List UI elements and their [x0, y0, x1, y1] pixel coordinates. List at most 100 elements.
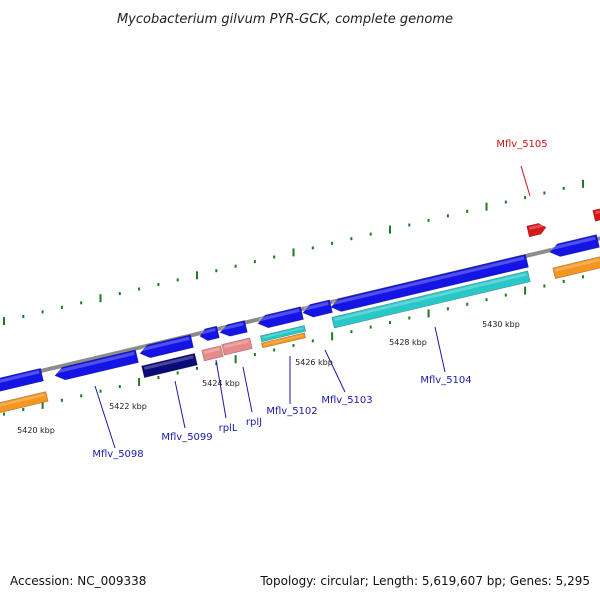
feature-track [0, 207, 600, 416]
minor-tick [350, 237, 353, 241]
minor-tick [311, 339, 314, 343]
minor-tick [311, 246, 314, 250]
major-tick [485, 202, 488, 211]
gene-label: Mflv_5099 [161, 432, 212, 443]
gene-box-dark [141, 353, 198, 378]
minor-tick [273, 255, 276, 259]
scale-tick-label: 5422 kbp [109, 402, 147, 411]
minor-tick [176, 278, 179, 282]
gene-leader-line [520, 165, 531, 197]
major-tick [196, 271, 198, 280]
orange-box [0, 391, 49, 416]
minor-tick [466, 209, 469, 213]
cds-arrow [199, 325, 220, 341]
orange-box [261, 332, 306, 349]
inner-dot-track [3, 275, 584, 416]
scale-tick-label: 5424 kbp [202, 379, 240, 388]
cds-arrow [139, 334, 194, 359]
gene-labels: Mflv_5098 Mflv_5099 rplL rplJ Mflv_5102 Mflv_… [92, 139, 547, 460]
minor-tick [60, 305, 63, 309]
scale-tick-label: 5420 kbp [17, 426, 55, 435]
major-tick [427, 309, 430, 318]
minor-tick [446, 214, 449, 218]
minor-tick [253, 353, 256, 357]
minor-tick [562, 186, 565, 190]
major-tick [41, 400, 44, 409]
gene-label: Mflv_5098 [92, 449, 143, 460]
minor-tick [408, 223, 411, 227]
gene-leader-line [94, 385, 116, 449]
trna-box [221, 337, 253, 356]
major-tick [234, 355, 237, 364]
minor-tick [22, 315, 25, 318]
teal-box [259, 325, 307, 343]
minor-tick [466, 302, 469, 306]
scale-tick-label: 5426 kbp [295, 358, 333, 367]
cds-arrow [0, 367, 44, 392]
scale-labels: 5420 kbp 5422 kbp 5424 kbp 5426 kbp 5428 kbp… [17, 320, 520, 435]
minor-tick [234, 264, 237, 268]
cds-arrow [330, 254, 529, 312]
gene-leader-line [324, 349, 346, 393]
scale-tick-label: 5428 kbp [389, 338, 427, 347]
minor-tick [427, 218, 430, 222]
minor-tick [350, 330, 353, 334]
minor-tick [504, 200, 507, 204]
minor-tick [157, 283, 160, 286]
minor-tick [485, 298, 488, 302]
minor-tick [215, 269, 218, 273]
gene-label: Mflv_5103 [321, 395, 372, 406]
gene-label: Mflv_5105 [496, 139, 547, 150]
minor-tick [331, 241, 334, 245]
scale-tick-label: 5430 kbp [482, 320, 520, 329]
minor-tick [253, 260, 256, 264]
minor-tick [99, 389, 102, 393]
orange-box [552, 256, 600, 279]
gene-label: rplL [219, 423, 238, 434]
minor-tick [80, 394, 83, 398]
minor-tick [80, 301, 83, 305]
major-tick [3, 317, 5, 326]
gene-label: Mflv_5104 [420, 375, 471, 386]
minor-tick [369, 325, 372, 329]
minor-tick [446, 307, 449, 311]
map-title: Mycobacterium gilvum PYR-GCK, complete g… [117, 12, 453, 27]
gene-leader-line [242, 366, 253, 413]
cds-arrow [302, 299, 333, 318]
major-tick [138, 378, 141, 386]
minor-tick [41, 310, 44, 314]
minor-tick [176, 371, 179, 375]
minor-tick [408, 316, 411, 320]
teal-box [331, 270, 531, 329]
cds-arrow [219, 320, 248, 337]
major-tick [331, 332, 334, 341]
minor-tick [118, 292, 121, 296]
cds-arrow [257, 306, 304, 329]
minor-tick [60, 398, 63, 402]
minor-tick [22, 408, 25, 411]
minor-tick [292, 343, 295, 347]
minor-tick [582, 275, 584, 279]
gene-leader-line [215, 359, 227, 419]
major-tick [582, 179, 584, 188]
minor-tick [562, 279, 565, 283]
minor-tick [157, 376, 160, 379]
outer-dot-track [3, 179, 584, 326]
minor-tick [524, 196, 527, 200]
cds-arrow [54, 349, 139, 381]
accession-text: Accession: NC_009338 [10, 574, 147, 588]
major-tick [524, 286, 527, 295]
cds-arrow-highlight [592, 207, 600, 222]
cds-arrow [549, 234, 600, 257]
minor-tick [504, 293, 507, 297]
major-tick [99, 294, 102, 303]
cds-arrow-highlight [526, 223, 547, 238]
minor-tick [543, 284, 546, 288]
minor-tick [389, 321, 391, 325]
gene-label: Mflv_5102 [266, 406, 317, 417]
gene-leader-line [174, 380, 186, 429]
topology-text: Topology: circular; Length: 5,619,607 bp… [260, 574, 590, 588]
minor-tick [273, 348, 276, 352]
trna-box [201, 345, 224, 362]
